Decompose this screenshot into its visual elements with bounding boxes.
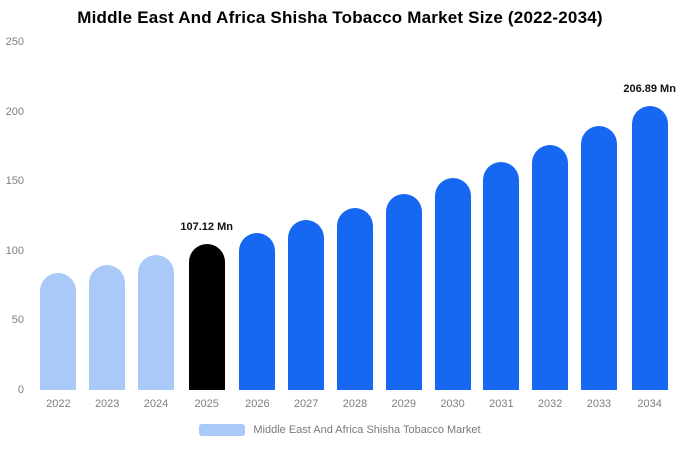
bar-column: 2026: [233, 42, 282, 410]
x-tick-label: 2025: [194, 398, 219, 410]
y-tick-label: 150: [5, 175, 24, 188]
y-tick-label: 200: [5, 105, 24, 118]
chart-title: Middle East And Africa Shisha Tobacco Ma…: [77, 8, 603, 27]
bar-columns: 2022 2023 2024 107.12 Mn 2025 2026 2027 2028 202…: [34, 42, 676, 410]
x-tick-label: 2027: [293, 398, 319, 410]
y-tick-label: 0: [17, 384, 24, 396]
bar-column: 206.89 Mn 2034: [623, 42, 676, 410]
y-tick-label: 50: [11, 314, 24, 327]
bar-column: 2033: [575, 42, 624, 410]
x-tick-label: 2022: [46, 398, 71, 410]
bar-2024: [137, 254, 174, 390]
bar-2032: [532, 145, 569, 390]
bar-annotation: 206.89 Mn: [623, 83, 676, 96]
legend-swatch: [199, 424, 246, 436]
bar-2028: [336, 207, 373, 390]
bar-2026: [239, 232, 276, 390]
bar-column: 2027: [282, 42, 331, 410]
bar-2034: [631, 106, 668, 390]
bar-2029: [385, 193, 422, 390]
bar-column: 2023: [83, 42, 132, 410]
bar-column: 2024: [132, 42, 181, 410]
bar-column: 2030: [428, 42, 477, 410]
bar-column: 2028: [331, 42, 380, 410]
bar-column: 2029: [379, 42, 428, 410]
bar-column: 2032: [526, 42, 575, 410]
bar-2033: [580, 125, 617, 390]
y-tick-label: 100: [5, 244, 24, 257]
y-tick-label: 250: [5, 36, 24, 48]
x-tick-label: 2023: [94, 398, 120, 410]
x-tick-label: 2029: [391, 398, 416, 410]
bar-2022: [40, 273, 77, 390]
x-tick-label: 2030: [440, 398, 465, 410]
x-tick-label: 2034: [637, 398, 662, 410]
x-tick-label: 2033: [586, 398, 612, 410]
x-tick-label: 2031: [489, 398, 514, 410]
bar-column: 2022: [34, 42, 83, 410]
plot-area: 2022 2023 2024 107.12 Mn 2025 2026 2027 2028 202…: [34, 42, 676, 410]
bar-column: 2031: [477, 42, 526, 410]
x-tick-label: 2024: [143, 398, 169, 410]
x-tick-label: 2026: [245, 398, 270, 410]
x-tick-label: 2032: [537, 398, 563, 410]
bar-annotation: 107.12 Mn: [180, 220, 233, 233]
bar-2031: [483, 161, 520, 390]
bar-2025: [188, 243, 225, 390]
y-axis: 0 50 100 150 200 250: [0, 36, 28, 396]
bar-2023: [89, 264, 126, 390]
bar-2027: [288, 220, 325, 390]
bar-column: 107.12 Mn 2025: [180, 42, 233, 410]
bar-2030: [434, 178, 471, 390]
x-tick-label: 2028: [342, 398, 368, 410]
legend-label: Middle East And Africa Shisha Tobacco Ma…: [253, 424, 481, 436]
legend: Middle East And Africa Shisha Tobacco Ma…: [0, 424, 680, 436]
